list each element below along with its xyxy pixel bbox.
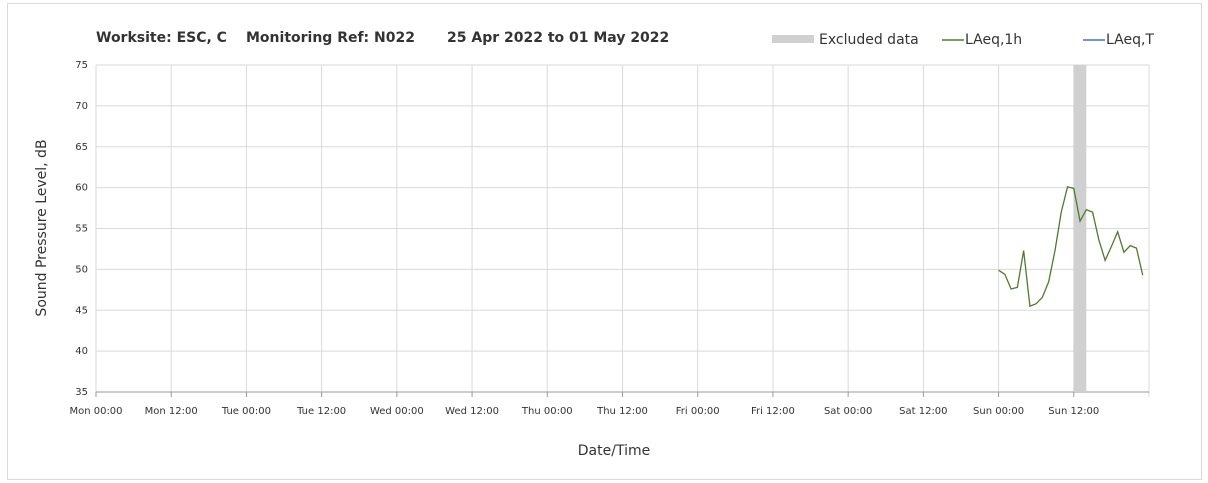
chart-title: Monitoring Ref: N022 (246, 30, 415, 46)
x-tick-label: Fri 00:00 (676, 406, 720, 417)
legend-label: LAeq,1h (965, 32, 1022, 48)
x-tick-label: Fri 12:00 (751, 406, 795, 417)
y-tick-label: 60 (75, 183, 88, 194)
x-tick-label: Sun 12:00 (1048, 406, 1099, 417)
series-line (998, 186, 1144, 308)
chart-title: 25 Apr 2022 to 01 May 2022 (447, 30, 669, 46)
x-tick-label: Wed 12:00 (445, 406, 499, 417)
y-tick-label: 45 (75, 305, 88, 316)
y-axis-label: Sound Pressure Level, dB (34, 139, 50, 316)
x-tick-label: Thu 00:00 (521, 406, 573, 417)
x-tick-label: Mon 00:00 (69, 406, 122, 417)
y-tick-label: 75 (75, 60, 88, 71)
x-tick-label: Tue 12:00 (296, 406, 346, 417)
y-tick-label: 70 (75, 101, 88, 112)
x-tick-label: Sat 12:00 (899, 406, 947, 417)
x-tick-label: Sun 00:00 (973, 406, 1024, 417)
x-axis-label: Date/Time (578, 443, 650, 459)
legend-swatch (772, 35, 814, 43)
chart-border (7, 3, 1202, 480)
x-tick-label: Mon 12:00 (145, 406, 198, 417)
y-tick-label: 40 (75, 346, 88, 357)
chart-title: Worksite: ESC, C (96, 30, 227, 46)
x-tick-label: Wed 00:00 (370, 406, 424, 417)
x-tick-label: Thu 12:00 (596, 406, 648, 417)
y-tick-label: 55 (75, 224, 88, 235)
legend-label: Excluded data (819, 32, 919, 48)
y-tick-label: 65 (75, 142, 88, 153)
y-tick-label: 35 (75, 387, 88, 398)
y-tick-label: 50 (75, 264, 88, 275)
excluded-band (1073, 65, 1087, 392)
x-tick-label: Tue 00:00 (221, 406, 271, 417)
legend-label: LAeq,T (1106, 32, 1154, 48)
x-tick-label: Sat 00:00 (824, 406, 872, 417)
